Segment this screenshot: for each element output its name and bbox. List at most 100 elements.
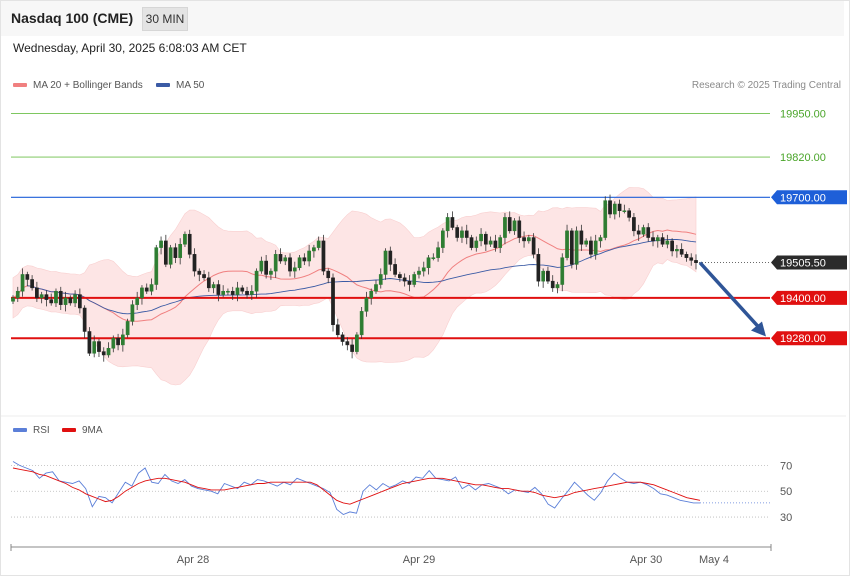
candle-body (340, 334, 345, 342)
candle-body (245, 290, 249, 295)
candle-body (254, 270, 259, 292)
candle-body (264, 260, 268, 275)
candle-body (641, 227, 646, 235)
candle-body (694, 260, 698, 263)
projection-arrowhead (751, 321, 766, 337)
candle-body (651, 237, 655, 242)
candle-body (97, 341, 101, 352)
candle-body (78, 294, 82, 309)
candle-body (259, 260, 264, 272)
ma9-swatch (62, 428, 76, 433)
candle-body (612, 203, 617, 215)
ma50-line (27, 238, 697, 315)
candle-body (82, 307, 87, 332)
candle-body (522, 237, 526, 242)
candle-body (163, 240, 168, 265)
candle-body (249, 290, 254, 295)
candle-body (574, 230, 579, 265)
candle-body (493, 240, 498, 248)
candle-body (273, 254, 278, 272)
candle-body (226, 290, 230, 293)
candle-body (87, 331, 92, 354)
candle-body (503, 217, 507, 238)
candle-body (536, 254, 541, 282)
candle-body (436, 247, 440, 258)
candle-body (216, 284, 221, 295)
candle-body (197, 270, 202, 275)
legend-rsi: RSI (13, 425, 50, 436)
candle-body (278, 254, 283, 262)
candle-body (335, 324, 340, 336)
candle-body (211, 284, 216, 289)
candle-body (565, 230, 569, 258)
candle-body (507, 217, 512, 232)
research-credit: Research © 2025 Trading Central (691, 80, 841, 91)
candle-body (608, 200, 612, 215)
price-label-19280.00: 19280.00 (780, 333, 826, 345)
candle-body (240, 287, 245, 292)
timeframe-button[interactable]: 30 MIN (142, 7, 188, 31)
candle-body (679, 249, 684, 255)
candles (11, 194, 698, 362)
candle-body (426, 257, 431, 268)
candle-body (569, 230, 574, 265)
candle-body (469, 237, 474, 248)
price-tag-19400.00: 19400.00 (771, 290, 847, 305)
price-label-19820.00: 19820.00 (780, 152, 826, 164)
candle-body (603, 200, 608, 238)
x-tick-Apr-30: Apr 30 (630, 554, 662, 566)
x-tick-Apr-28: Apr 28 (177, 554, 209, 566)
candle-body (283, 257, 288, 262)
candle-body (183, 233, 187, 245)
candle-body (474, 240, 479, 248)
candle-body (321, 240, 326, 272)
legend-rsi-label: RSI (33, 425, 50, 436)
candle-body (541, 270, 546, 282)
candle-body (221, 290, 226, 295)
candle-body (636, 230, 641, 235)
candle-body (106, 348, 111, 356)
candle-body (546, 270, 550, 282)
candle-body (665, 240, 670, 245)
candle-body (297, 257, 302, 268)
candle-body (149, 284, 154, 292)
candle-body (350, 344, 354, 352)
candle-body (63, 297, 68, 305)
candle-body (144, 287, 149, 292)
candle-body (73, 294, 77, 304)
price-tag-19505.50: 19505.50 (771, 255, 847, 270)
legend-ma50: MA 50 (156, 80, 204, 91)
candle-body (460, 230, 464, 238)
rsi-series-9MA (12, 467, 701, 505)
candle-body (670, 240, 674, 252)
legend-ma50-label: MA 50 (176, 80, 205, 91)
candle-body (206, 277, 211, 289)
candle-body (312, 247, 316, 252)
timestamp: Wednesday, April 30, 2025 6:08:03 AM CET (13, 41, 247, 55)
candle-body (125, 321, 130, 336)
legend-9ma-label: 9MA (82, 425, 103, 436)
candle-body (355, 334, 359, 352)
candle-body (20, 274, 25, 292)
candle-body (378, 274, 383, 285)
candle-body (579, 230, 584, 245)
candle-body (331, 277, 335, 326)
candle-body (388, 250, 393, 265)
candle-body (517, 220, 522, 238)
candle-body (660, 237, 665, 245)
candle-body (292, 267, 297, 272)
candle-body (450, 217, 455, 228)
candle-body (584, 240, 588, 245)
candle-body (598, 237, 603, 242)
rsi-tick-50: 50 (780, 486, 792, 498)
candle-body (431, 257, 436, 259)
candle-body (417, 270, 421, 275)
candle-body (512, 220, 517, 232)
candle-body (111, 337, 116, 349)
candle-body (288, 257, 292, 272)
header-bar (1, 1, 844, 36)
candle-body (689, 257, 694, 261)
candle-body (345, 341, 350, 346)
price-tag-19950.00: 19950.00 (780, 108, 826, 120)
